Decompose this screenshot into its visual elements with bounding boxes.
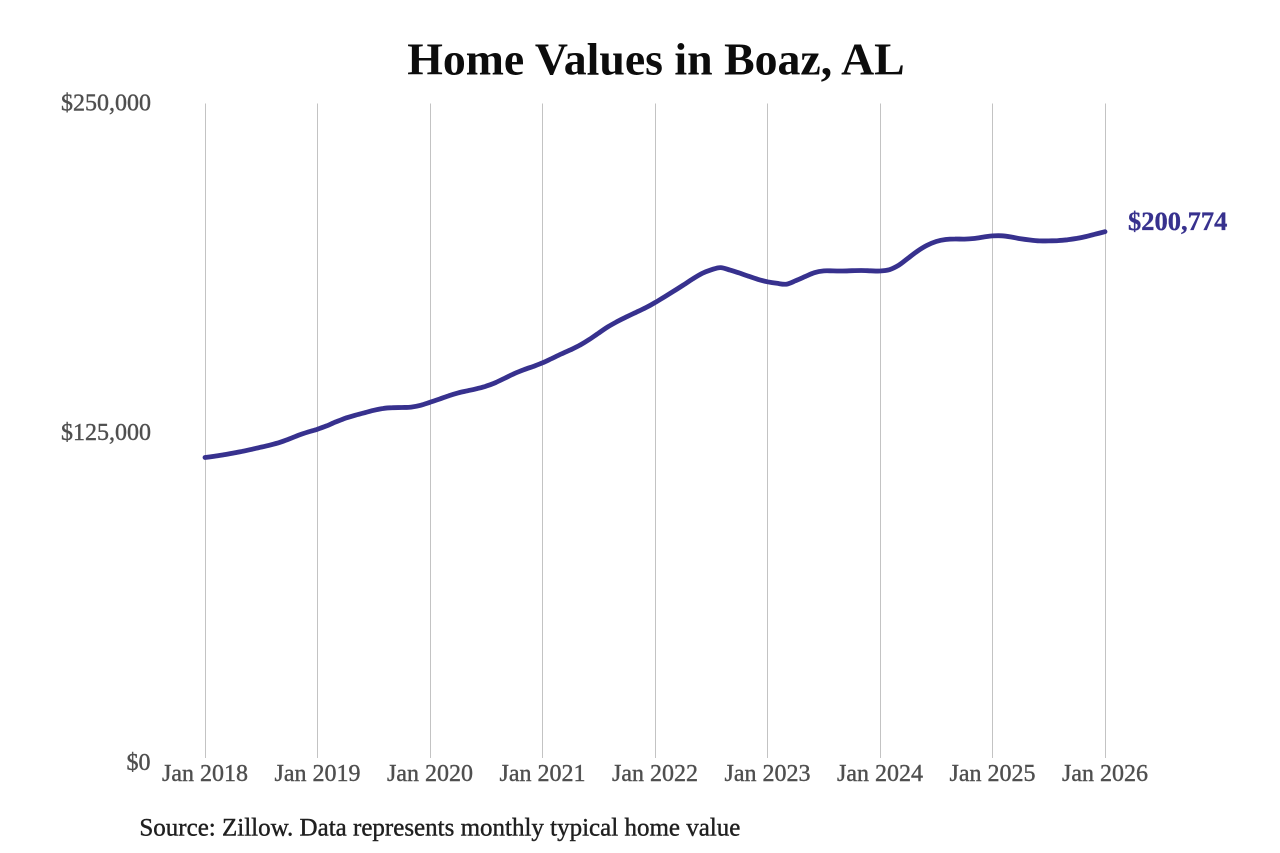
svg-text:Jan 2022: Jan 2022 <box>612 761 698 787</box>
svg-text:Jan 2025: Jan 2025 <box>950 761 1036 787</box>
svg-text:$125,000: $125,000 <box>61 420 151 446</box>
svg-text:Jan 2021: Jan 2021 <box>500 761 586 787</box>
svg-text:Jan 2020: Jan 2020 <box>387 761 473 787</box>
svg-text:$200,774: $200,774 <box>1128 206 1227 236</box>
svg-text:Source: Zillow. Data represent: Source: Zillow. Data represents monthly … <box>139 815 740 842</box>
svg-text:$0: $0 <box>127 750 151 776</box>
svg-text:Jan 2019: Jan 2019 <box>275 761 361 787</box>
svg-text:Jan 2026: Jan 2026 <box>1062 761 1148 787</box>
svg-text:$250,000: $250,000 <box>61 91 151 117</box>
svg-text:Jan 2024: Jan 2024 <box>837 761 923 787</box>
svg-text:Home Values in Boaz, AL: Home Values in Boaz, AL <box>407 34 904 85</box>
svg-text:Jan 2018: Jan 2018 <box>162 761 248 787</box>
svg-text:Jan 2023: Jan 2023 <box>725 761 811 787</box>
